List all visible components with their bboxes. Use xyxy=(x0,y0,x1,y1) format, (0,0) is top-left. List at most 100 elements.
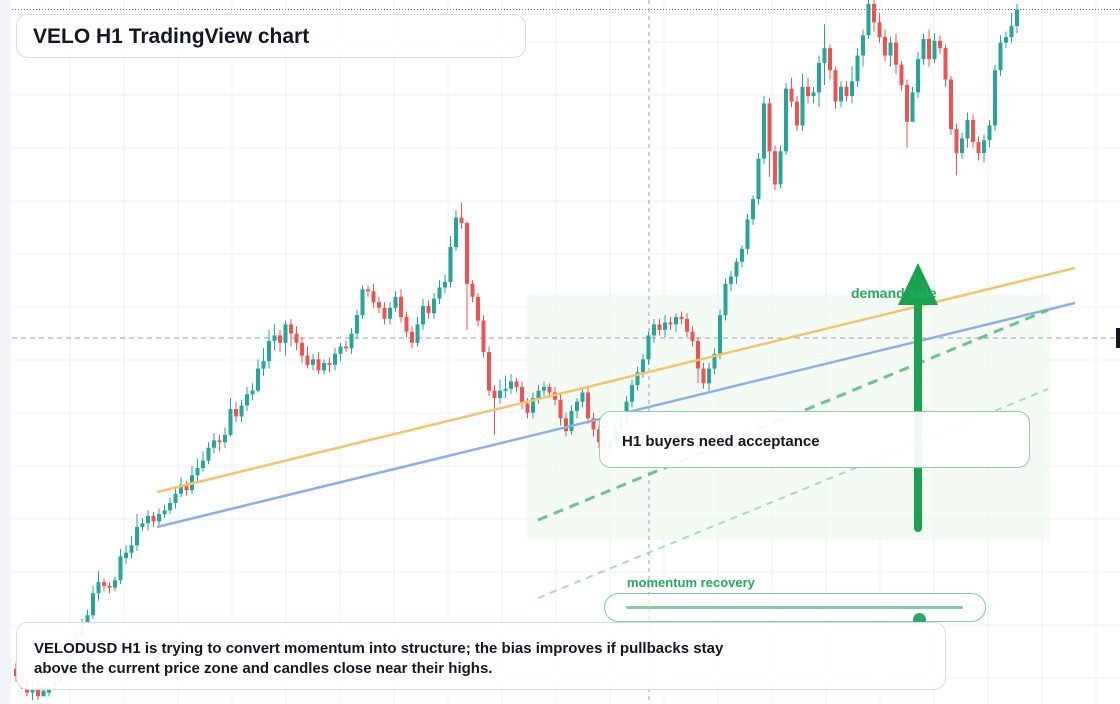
candle xyxy=(784,83,788,155)
candle xyxy=(855,48,860,87)
candle xyxy=(514,377,519,393)
candle xyxy=(954,123,959,176)
candle xyxy=(932,33,937,63)
candle xyxy=(531,392,535,419)
candle-body xyxy=(949,79,953,130)
chart-title: VELO H1 TradingView chart xyxy=(33,25,310,48)
candle xyxy=(998,35,1003,76)
candle xyxy=(982,134,986,163)
candle-body xyxy=(322,363,326,371)
candle-body xyxy=(729,276,733,284)
candle-body xyxy=(217,440,222,443)
candle xyxy=(674,313,678,332)
candle xyxy=(762,96,766,165)
candle xyxy=(833,66,838,109)
candle xyxy=(448,235,453,288)
candle-body xyxy=(943,48,948,80)
candle-body xyxy=(575,401,579,411)
candle-body xyxy=(855,55,860,82)
candle-body xyxy=(1015,9,1019,27)
candle-body xyxy=(866,3,871,36)
candle-body xyxy=(525,403,530,413)
candle xyxy=(465,221,469,330)
candle xyxy=(366,285,370,297)
candle xyxy=(822,24,827,85)
candle xyxy=(536,385,541,404)
candle-body xyxy=(745,219,750,249)
candle-body xyxy=(844,86,849,97)
candle-body xyxy=(514,381,519,387)
candle-body xyxy=(415,324,420,343)
candle-body xyxy=(344,346,348,349)
candle xyxy=(712,348,717,375)
candle xyxy=(96,571,101,601)
candle-body xyxy=(228,409,233,435)
candle-body xyxy=(162,510,167,515)
candle xyxy=(129,536,134,559)
candle-body xyxy=(91,593,95,616)
candle-body xyxy=(267,340,271,362)
candle-body xyxy=(261,361,266,369)
candle xyxy=(850,66,854,104)
candle xyxy=(773,145,777,190)
candle-body xyxy=(657,324,662,330)
candle-body xyxy=(256,368,260,391)
candle xyxy=(960,132,964,159)
candle xyxy=(916,51,920,98)
candle xyxy=(767,97,772,178)
candle xyxy=(679,311,684,325)
candle xyxy=(745,213,750,255)
candle xyxy=(481,315,486,358)
candle-body xyxy=(151,515,156,522)
candle xyxy=(591,412,596,437)
candle-body xyxy=(806,86,810,97)
candle xyxy=(976,136,981,161)
candle xyxy=(806,77,810,104)
candle-body xyxy=(734,261,739,277)
candle-body xyxy=(1004,37,1008,43)
candle xyxy=(388,302,392,325)
candle-body xyxy=(685,318,689,332)
candle xyxy=(756,153,761,205)
candle xyxy=(734,258,739,284)
candle xyxy=(261,348,266,376)
candle xyxy=(520,381,524,410)
candle-body xyxy=(800,86,805,126)
candle-body xyxy=(701,368,706,384)
candle xyxy=(190,466,194,494)
candle xyxy=(938,35,942,54)
candle xyxy=(635,366,640,391)
candle-body xyxy=(564,418,568,432)
candle-body xyxy=(938,40,942,49)
candle xyxy=(151,512,156,527)
candle xyxy=(646,331,651,365)
candle xyxy=(382,302,387,325)
candle-body xyxy=(437,287,442,299)
candle xyxy=(267,329,271,369)
candle xyxy=(729,270,733,292)
candle-body xyxy=(740,248,744,262)
candle xyxy=(663,315,667,338)
candle-body xyxy=(129,545,134,553)
candle-body xyxy=(85,615,90,623)
candle xyxy=(234,401,238,422)
candle xyxy=(377,296,381,314)
candle-body xyxy=(410,331,414,343)
momentum-slider[interactable] xyxy=(604,593,986,626)
candle xyxy=(393,291,398,312)
candle xyxy=(971,114,975,148)
candle-body xyxy=(839,86,843,102)
candle xyxy=(800,73,805,132)
candle xyxy=(168,497,172,515)
candle-body xyxy=(272,335,277,341)
candle xyxy=(861,29,865,67)
candles xyxy=(14,0,1019,700)
candle-body xyxy=(756,158,761,200)
candle-body xyxy=(102,582,106,586)
candle-body xyxy=(36,688,40,697)
candle xyxy=(811,86,816,104)
candle-body xyxy=(168,502,172,511)
candle-body xyxy=(707,368,711,384)
candle xyxy=(943,44,948,87)
